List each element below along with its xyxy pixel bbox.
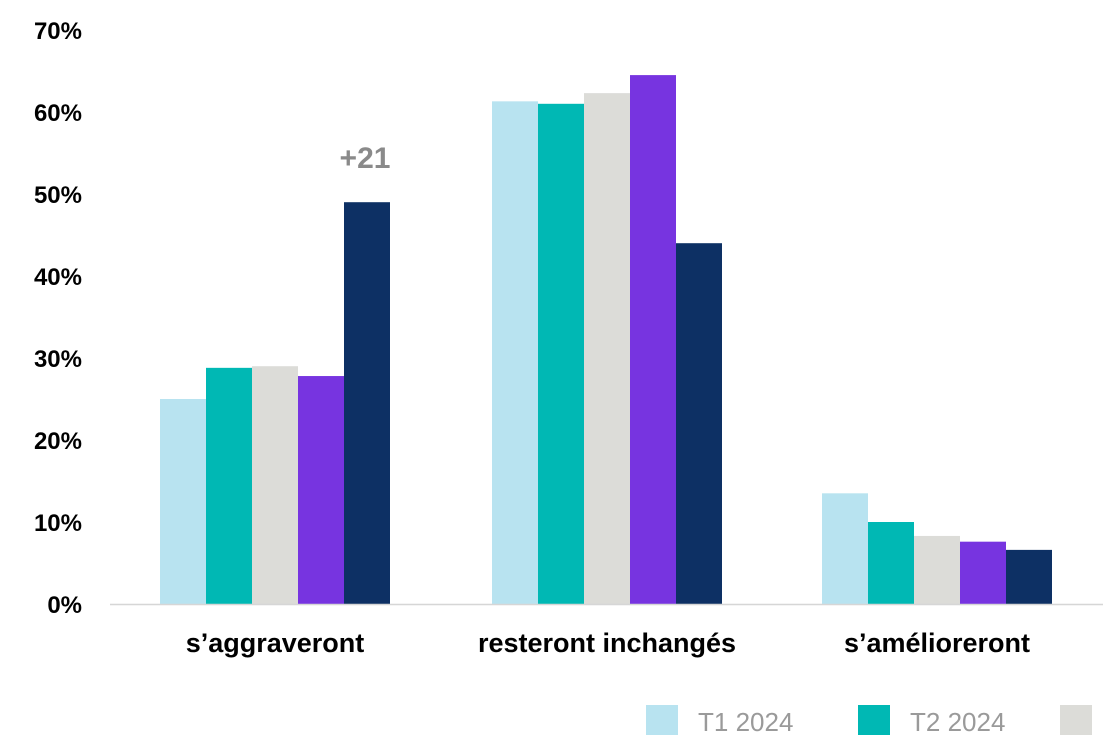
y-tick-label: 50% (34, 182, 82, 209)
bar (160, 399, 206, 604)
bar (676, 243, 722, 604)
bar (584, 93, 630, 604)
bar (252, 366, 298, 604)
bar (960, 541, 1006, 604)
x-tick-label: s’aggraveront (186, 628, 365, 658)
legend-swatch (646, 705, 678, 735)
bar (822, 493, 868, 604)
y-tick-label: 30% (34, 346, 82, 373)
bar (538, 103, 584, 605)
y-tick-label: 10% (34, 510, 82, 537)
y-tick-label: 60% (34, 100, 82, 127)
bar (206, 367, 252, 604)
x-tick-label: s’amélioreront (844, 628, 1030, 658)
y-tick-label: 40% (34, 264, 82, 291)
y-tick-label: 0% (47, 592, 82, 619)
legend-label: T1 2024 (698, 707, 793, 735)
x-axis: s’aggraveront resteront inchangés s’amélio… (186, 628, 1030, 658)
bar (298, 376, 344, 604)
y-tick-label: 20% (34, 428, 82, 455)
bar (1006, 549, 1052, 604)
bar (344, 202, 390, 604)
bars (160, 75, 1052, 605)
bar (630, 75, 676, 605)
legend: T1 2024 T2 2024 (646, 705, 1092, 735)
legend-swatch (858, 705, 890, 735)
y-axis: 0% 10% 20% 30% 40% 50% 60% 70% (34, 18, 82, 619)
data-annotation: +21 (340, 142, 391, 175)
annotations: +21 (340, 142, 391, 175)
legend-label: T2 2024 (910, 707, 1005, 735)
y-tick-label: 70% (34, 18, 82, 45)
bar (492, 101, 538, 604)
legend-swatch (1060, 705, 1092, 735)
x-tick-label: resteront inchangés (478, 628, 736, 658)
bar (868, 522, 914, 604)
bar (914, 535, 960, 604)
